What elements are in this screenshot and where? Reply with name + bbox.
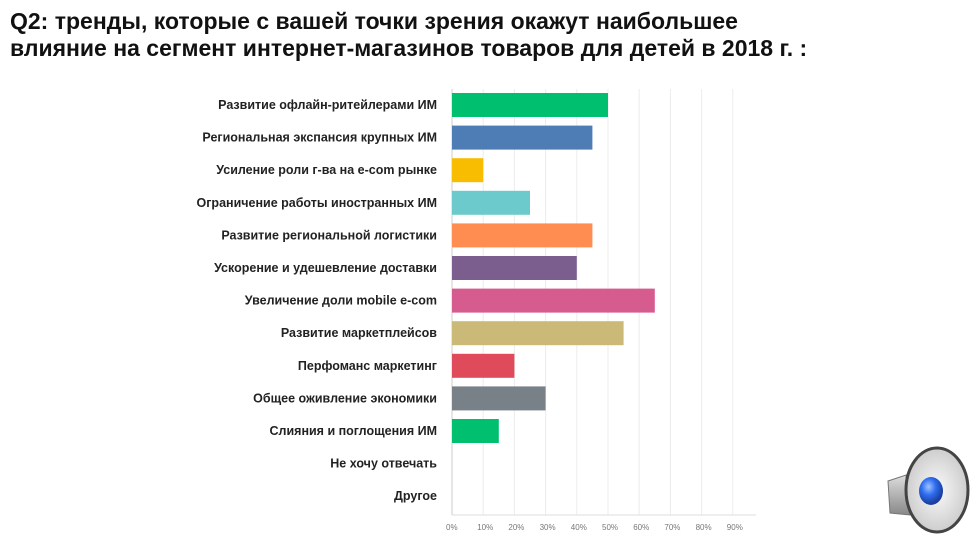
title-line-1: Q2: тренды, которые с вашей точки зрения… (10, 8, 738, 34)
bar (452, 288, 655, 313)
bar (452, 223, 593, 248)
category-label: Усиление роли г-ва на e-com рынке (216, 163, 437, 177)
bar (452, 125, 593, 150)
category-label: Слияния и поглощения ИМ (270, 424, 438, 438)
x-tick-label: 50% (602, 523, 618, 532)
category-label: Развитие маркетплейсов (281, 326, 437, 340)
category-label: Ускорение и удешевление доставки (214, 261, 437, 275)
title-line-2: влияние на сегмент интернет-магазинов то… (10, 35, 808, 61)
bar (452, 256, 577, 280)
bar (452, 419, 499, 443)
x-tick-label: 60% (633, 523, 649, 532)
bar (452, 158, 484, 183)
x-tick-label: 90% (727, 523, 743, 532)
slide-title: Q2: тренды, которые с вашей точки зрения… (10, 8, 970, 62)
category-label: Региональная экспансия крупных ИМ (202, 131, 437, 145)
bar (452, 190, 530, 215)
category-label: Развитие региональной логистики (221, 228, 437, 242)
x-tick-label: 20% (508, 523, 524, 532)
bar (452, 93, 608, 117)
x-tick-label: 40% (571, 523, 587, 532)
x-tick-label: 0% (446, 523, 458, 532)
speaker-icon[interactable] (882, 443, 972, 538)
category-label: Другое (394, 489, 437, 503)
category-label: Ограничение работы иностранных ИМ (197, 196, 438, 210)
category-label: Перфоманс маркетинг (298, 359, 437, 373)
x-tick-label: 30% (540, 523, 556, 532)
bar (452, 386, 546, 411)
category-label: Развитие офлайн-ритейлерами ИМ (218, 98, 437, 112)
x-tick-label: 80% (696, 523, 712, 532)
x-tick-label: 10% (477, 523, 493, 532)
category-label: Общее оживление экономики (253, 391, 437, 405)
category-label: Не хочу отвечать (330, 457, 437, 471)
bar (452, 321, 624, 346)
bar (452, 353, 515, 378)
x-tick-label: 70% (664, 523, 680, 532)
category-label: Увеличение доли mobile e-com (245, 294, 437, 308)
